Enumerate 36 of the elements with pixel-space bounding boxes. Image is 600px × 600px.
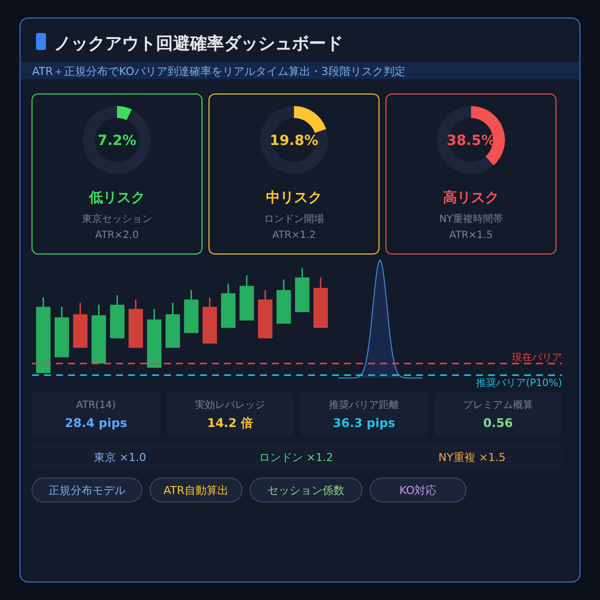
text: 7.2% bbox=[98, 133, 136, 149]
donut-slice bbox=[117, 106, 132, 120]
text: 高リスク bbox=[443, 189, 499, 206]
ref-line-label: 推奨バリア(P10%) bbox=[476, 377, 562, 390]
text: プレミアム概算 bbox=[463, 399, 533, 411]
text: ATR自動算出 bbox=[163, 484, 229, 497]
text: 中リスク bbox=[266, 190, 322, 206]
text: ロンドン ×1.2 bbox=[258, 451, 334, 464]
text: ノックアウト回避確率ダッシュボード bbox=[54, 34, 343, 54]
text: ATR×1.5 bbox=[449, 230, 493, 241]
text: 東京 ×1.0 bbox=[94, 451, 146, 464]
text: 実効レバレッジ bbox=[195, 399, 265, 411]
text: 低リスク bbox=[88, 190, 145, 206]
text: NY重複時間帯 bbox=[439, 213, 503, 225]
text: KO対応 bbox=[399, 484, 437, 497]
text: 0.56 bbox=[483, 416, 513, 430]
donut-slice bbox=[294, 106, 326, 133]
text: ATR(14) bbox=[76, 400, 116, 411]
ref-line-label: 現在バリア bbox=[512, 352, 562, 364]
text: 14.2 倍 bbox=[207, 416, 253, 430]
text: NY重複 ×1.5 bbox=[438, 451, 506, 464]
text: ATR＋正規分布でKOバリア到達確率をリアルタイム算出・3段階リスク判定 bbox=[32, 65, 406, 78]
text: 28.4 pips bbox=[64, 416, 128, 430]
text: ATR×1.2 bbox=[272, 230, 316, 241]
text: 38.5% bbox=[446, 133, 496, 149]
text: 東京セッション bbox=[82, 213, 152, 225]
text: 36.3 pips bbox=[332, 416, 396, 430]
text: セッション係数 bbox=[268, 484, 344, 497]
text: 正規分布モデル bbox=[48, 484, 126, 497]
text: 19.8% bbox=[270, 133, 318, 149]
donut-slice bbox=[260, 106, 328, 174]
text: 推奨バリア距離 bbox=[329, 399, 399, 411]
donut-slice bbox=[437, 106, 494, 174]
text: ロンドン開場 bbox=[264, 213, 324, 225]
text: ATR×2.0 bbox=[95, 230, 139, 241]
donut-slice bbox=[83, 106, 151, 174]
